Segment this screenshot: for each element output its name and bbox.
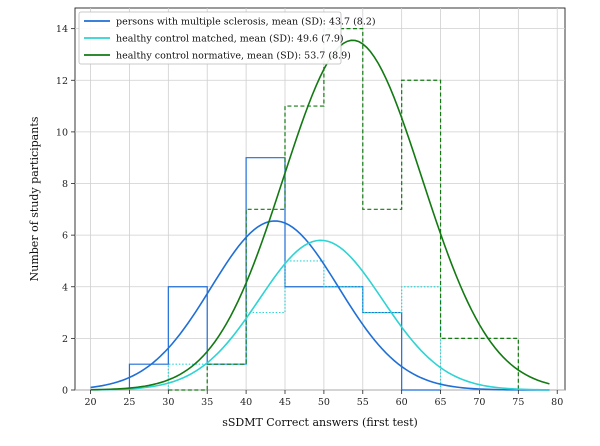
density-curve-3 bbox=[90, 39, 550, 391]
x-tick-label: 70 bbox=[473, 397, 485, 408]
legend-label: healthy control normative, mean (SD): 53… bbox=[116, 51, 351, 62]
x-tick-label: 65 bbox=[435, 397, 447, 408]
legend-label: persons with multiple sclerosis, mean (S… bbox=[116, 17, 376, 28]
histogram-1 bbox=[128, 157, 441, 391]
x-tick-label: 75 bbox=[512, 397, 524, 408]
y-tick-label: 4 bbox=[62, 282, 68, 293]
x-tick-label: 25 bbox=[123, 397, 135, 408]
x-axis-label: sSDMT Correct answers (first test) bbox=[222, 416, 418, 429]
density-curve-2 bbox=[90, 239, 550, 391]
x-tick-label: 30 bbox=[162, 397, 174, 408]
x-tick-label: 60 bbox=[396, 397, 408, 408]
legend-label: healthy control matched, mean (SD): 49.6… bbox=[116, 34, 344, 45]
y-tick-label: 0 bbox=[62, 386, 68, 397]
y-tick-label: 6 bbox=[62, 231, 68, 242]
histogram-2 bbox=[167, 260, 442, 390]
x-tick-label: 35 bbox=[201, 397, 213, 408]
legend: persons with multiple sclerosis, mean (S… bbox=[78, 11, 376, 65]
y-axis-label: Number of study participants bbox=[28, 116, 41, 281]
x-tick-label: 40 bbox=[240, 397, 252, 408]
histograms bbox=[128, 28, 519, 391]
y-tick-label: 14 bbox=[56, 24, 68, 35]
legend-box bbox=[78, 11, 342, 65]
y-tick-label: 2 bbox=[62, 334, 68, 345]
plot-frame bbox=[74, 7, 566, 391]
x-tick-label: 20 bbox=[85, 397, 97, 408]
x-tick-label: 50 bbox=[318, 397, 330, 408]
ticks: 20 25 30 35 40 45 50 55 60 65 70 75 80 0 2 4 6 8 10 12 14 bbox=[56, 24, 563, 408]
curves bbox=[90, 39, 550, 391]
y-tick-label: 8 bbox=[62, 179, 68, 190]
density-curve-1 bbox=[90, 220, 550, 391]
y-tick-label: 12 bbox=[56, 76, 68, 87]
y-tick-label: 10 bbox=[56, 127, 68, 138]
x-tick-label: 55 bbox=[357, 397, 369, 408]
grid bbox=[75, 8, 565, 391]
histogram-3 bbox=[168, 28, 519, 391]
x-tick-label: 80 bbox=[551, 397, 563, 408]
x-tick-label: 45 bbox=[279, 397, 291, 408]
